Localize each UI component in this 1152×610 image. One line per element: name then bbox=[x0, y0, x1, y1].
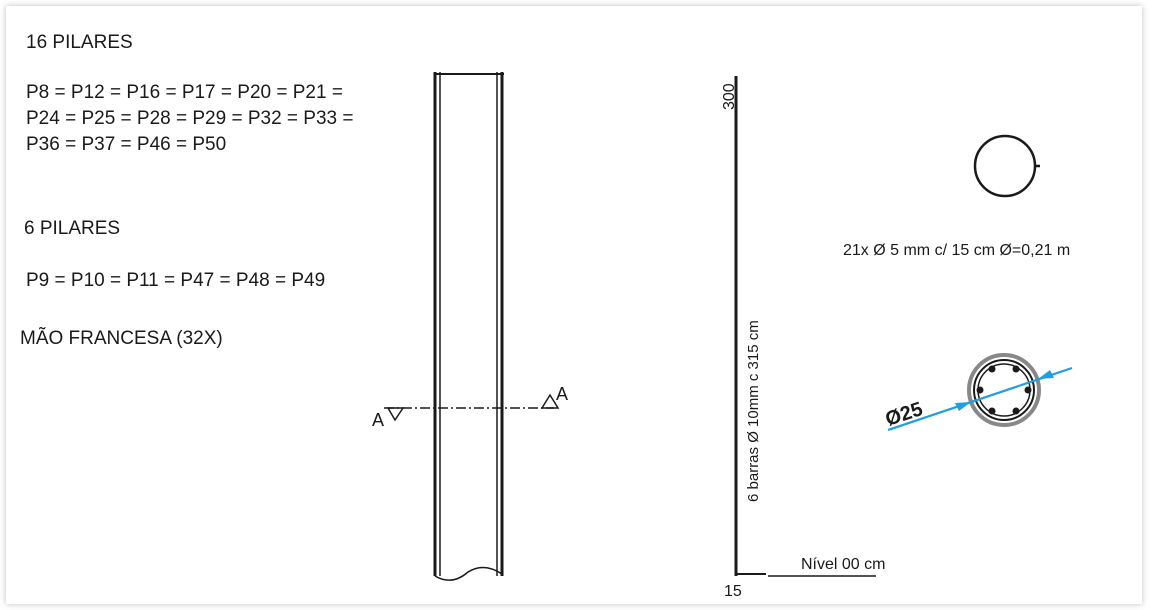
rebar-dot-icon bbox=[1012, 365, 1020, 373]
group2-title: 6 PILARES bbox=[24, 218, 121, 239]
note-mao-francesa: MÃO FRANCESA (32X) bbox=[20, 328, 223, 349]
diameter-label: Ø25 bbox=[883, 398, 926, 431]
group2-line: P9 = P10 = P11 = P47 = P48 = P49 bbox=[26, 270, 326, 291]
stirrup-detail bbox=[973, 134, 1040, 198]
rebar-dot-icon bbox=[976, 386, 984, 394]
cross-section bbox=[967, 353, 1041, 427]
rebar-dot-icon bbox=[1012, 407, 1020, 415]
level-label: Nível 00 cm bbox=[801, 556, 885, 573]
section-mark-right: A bbox=[556, 384, 568, 404]
section-marker-left-icon bbox=[386, 407, 405, 422]
rebar-dot-icon bbox=[988, 407, 996, 415]
group1-line-2: P24 = P25 = P28 = P29 = P32 = P33 = bbox=[26, 108, 354, 129]
group1-line-3: P36 = P37 = P46 = P50 bbox=[26, 134, 227, 155]
drawing-canvas: A A 300 15 6 barras Ø 10mm c 315 cm Níve… bbox=[372, 72, 1073, 600]
rebar-label: 6 barras Ø 10mm c 315 cm bbox=[745, 320, 762, 502]
arrow-left-icon bbox=[1038, 370, 1054, 379]
rebar-dot-icon bbox=[988, 365, 996, 373]
arrow-right-icon bbox=[955, 402, 971, 411]
diameter-dimension bbox=[887, 366, 1073, 432]
stirrup-label: 21x Ø 5 mm c/ 15 cm Ø=0,21 m bbox=[843, 242, 1070, 259]
rebar-elevation bbox=[734, 76, 876, 577]
elevation-bottom-label: 15 bbox=[724, 583, 742, 600]
rebar-dot-icon bbox=[1024, 386, 1032, 394]
group1-title: 16 PILARES bbox=[26, 32, 133, 53]
drawing-sheet: 16 PILARES P8 = P12 = P16 = P17 = P20 = … bbox=[6, 6, 1142, 604]
elevation-top-label: 300 bbox=[721, 83, 738, 110]
stirrup-circle-icon bbox=[973, 134, 1037, 198]
column-elevation bbox=[433, 72, 504, 581]
section-cut bbox=[384, 393, 560, 422]
section-marker-right-icon bbox=[540, 393, 560, 409]
section-mark-left: A bbox=[372, 410, 384, 430]
group1-line-1: P8 = P12 = P16 = P17 = P20 = P21 = bbox=[26, 82, 343, 103]
